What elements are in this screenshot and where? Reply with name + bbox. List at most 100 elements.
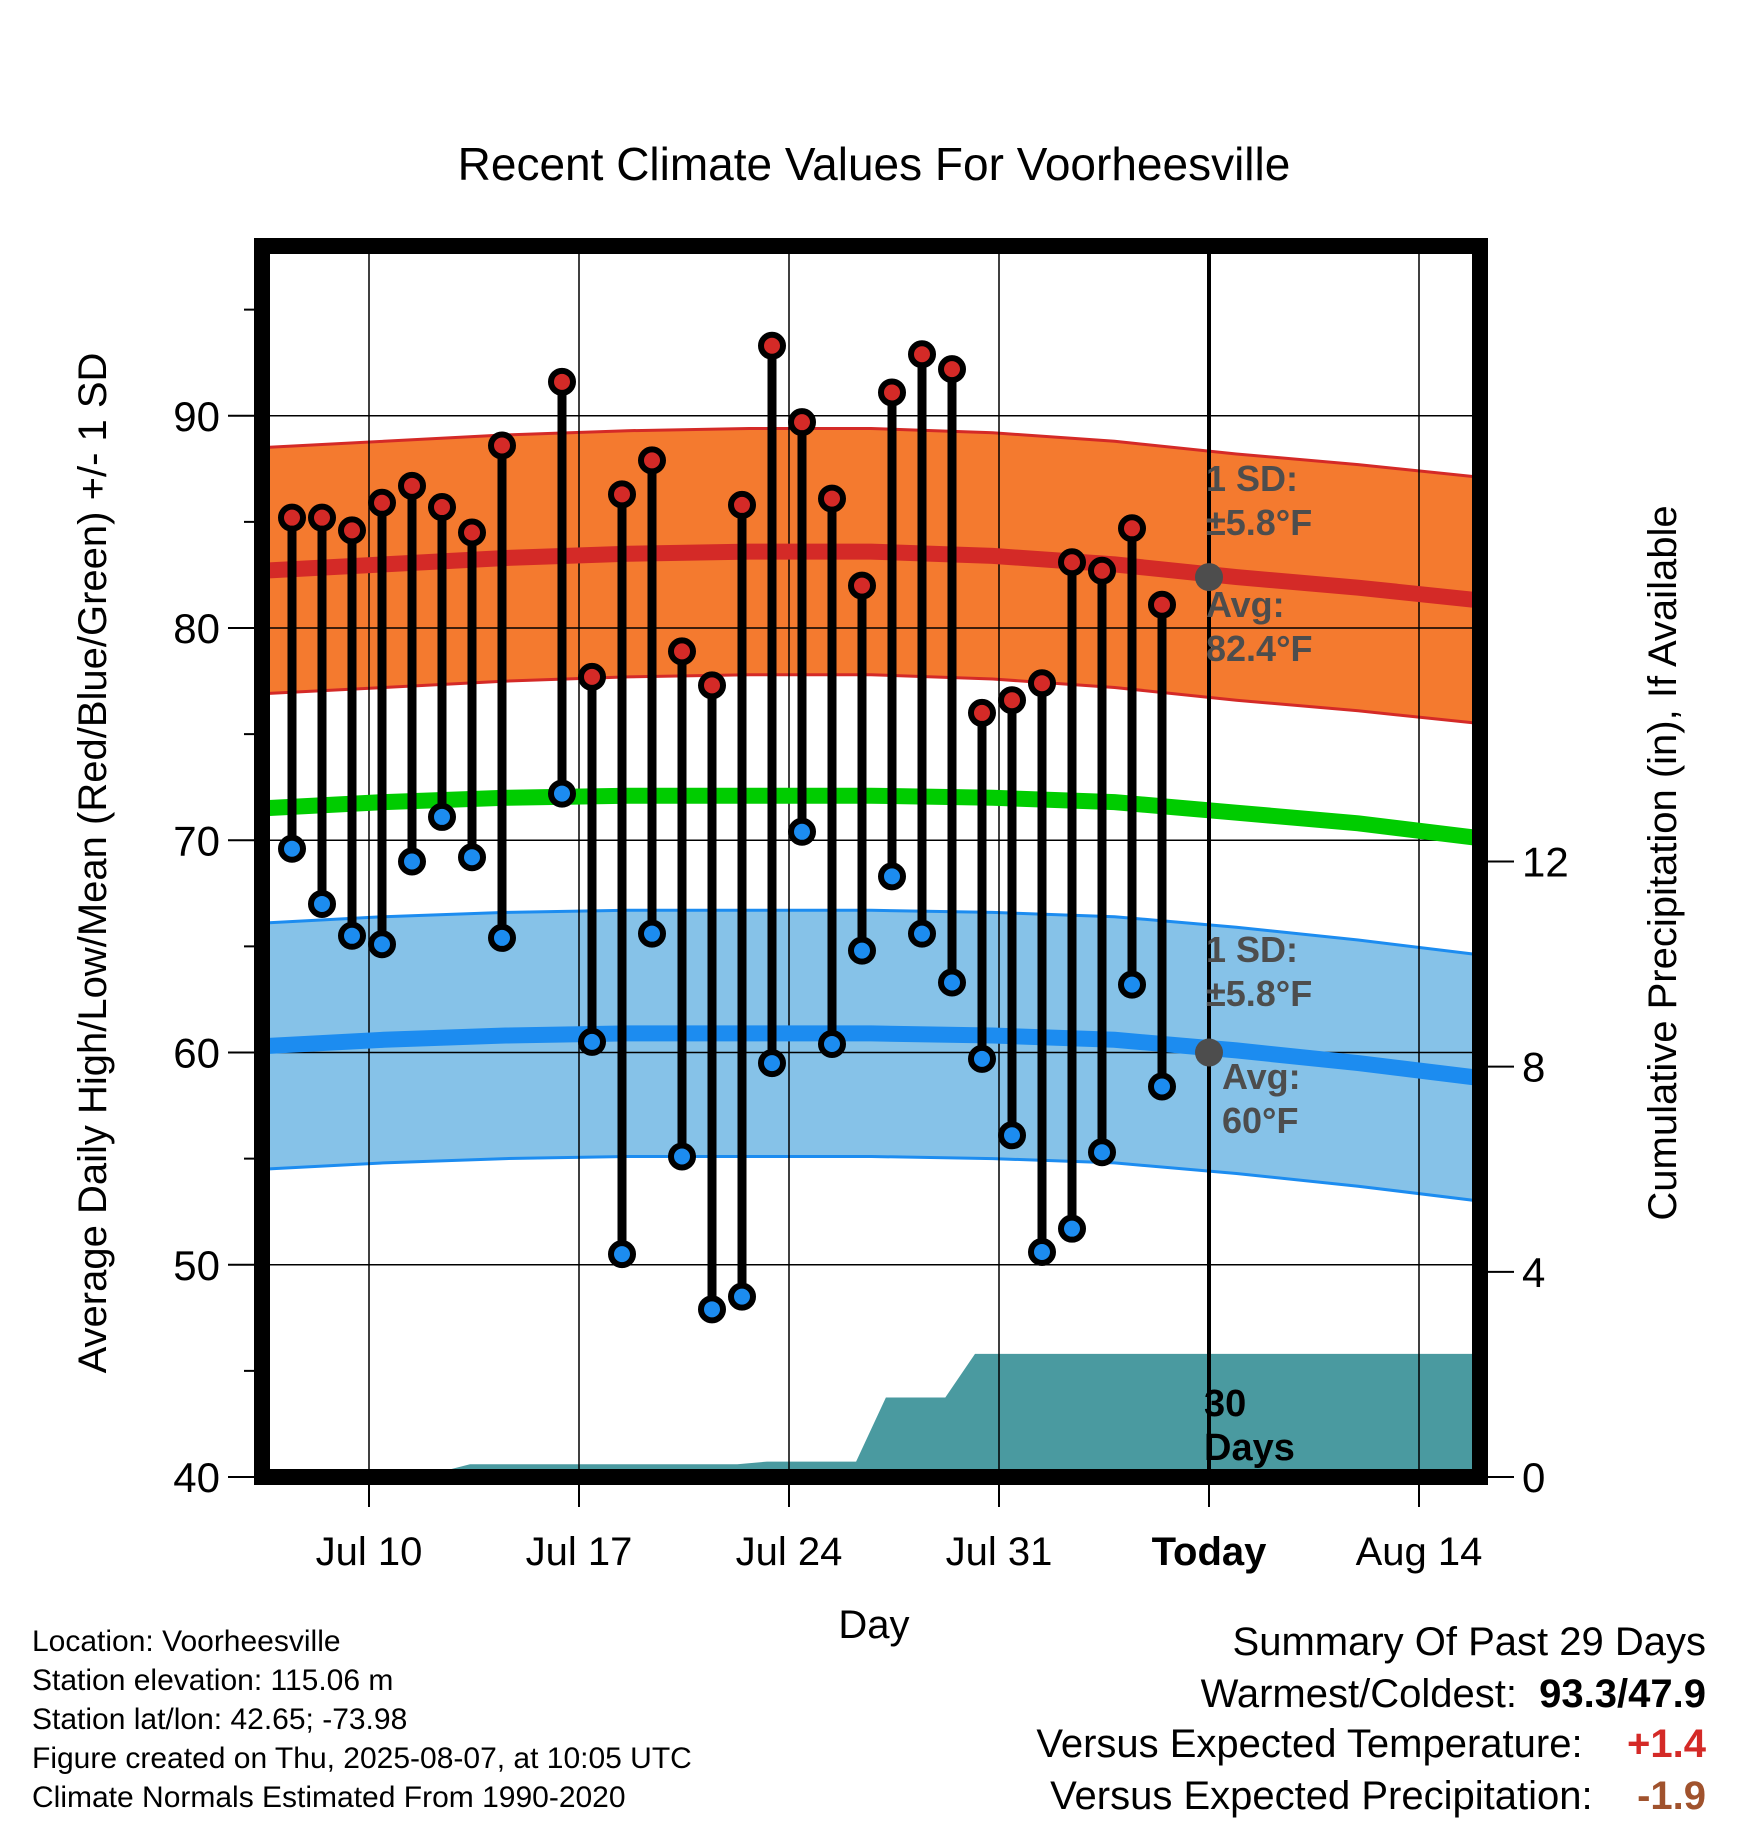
obs-low-dot [878,862,906,891]
obs-high-dot [968,698,996,727]
summary-temp-label: Versus Expected Temperature: [1036,1722,1583,1766]
obs-low-dot [1118,970,1146,999]
x-tick-label: Jul 10 [316,1530,423,1574]
obs-low-dot [308,889,336,918]
y-tick-label: 40 [173,1454,220,1501]
low-avg-value: 60°F [1222,1100,1298,1141]
obs-high-dot [638,446,666,475]
high-sd-lower [261,673,1481,725]
obs-high-dot [848,571,876,600]
summary-warmest: Warmest/Coldest: 93.3/47.9 [1201,1672,1706,1717]
y-tick-label: 90 [173,393,220,440]
high-sd-label: 1 SD: [1206,458,1298,499]
chart-title: Recent Climate Values For Voorheesville [458,138,1291,190]
axes: 40 50 60 70 80 90 0 4 8 12 Jul 10 Jul 17 Jul 24 Jul 3… [173,238,1569,1574]
obs-high-dot [788,408,816,437]
obs-low-dot [338,921,366,950]
obs-low-dot [1148,1072,1176,1101]
obs-low-dot [458,843,486,872]
obs-high-dot [878,378,906,407]
x-tick-label: Aug 14 [1356,1530,1483,1574]
obs-high-dot [338,516,366,545]
obs-low-dot [428,802,456,831]
y2-axis-label: Cumulative Precipitation (in), If Availa… [1641,505,1685,1220]
normal-low-line [261,1025,1481,1086]
summary-temp-value: +1.4 [1627,1722,1706,1766]
obs-high-dot [1118,514,1146,543]
low-avg-label: Avg: [1222,1056,1301,1097]
normal-high-line [261,543,1481,609]
obs-low-dot [278,834,306,863]
y-tick-label: 50 [173,1242,220,1289]
summary-precipitation: Versus Expected Precipitation: -1.9 [1050,1774,1706,1819]
y2-tick-label: 8 [1522,1044,1545,1091]
summary-warmest-value: 93.3/47.9 [1539,1672,1706,1716]
y-tick-label: 80 [173,605,220,652]
y2-tick-label: 0 [1522,1454,1545,1501]
obs-high-dot [938,355,966,384]
obs-low-dot [548,779,576,808]
obs-low-dot [848,936,876,965]
y2-tick-label: 12 [1522,839,1569,886]
obs-low-dot [488,923,516,952]
obs-high-dot [758,331,786,360]
low-sd-lower [261,1155,1481,1203]
obs-high-dot [428,493,456,522]
precip-window-label-line1: 30 [1204,1383,1246,1425]
obs-high-dot [1028,669,1056,698]
normal-lines [261,246,1481,1477]
low-sd-label: 1 SD: [1206,929,1298,970]
obs-high-dot [398,471,426,500]
observations [278,331,1176,1324]
low-sd-value: ±5.8°F [1206,973,1312,1014]
summary-warmest-label: Warmest/Coldest: [1200,1672,1517,1716]
footer-latlon: Station lat/lon: 42.65; -73.98 [32,1703,408,1736]
obs-low-dot [938,968,966,997]
obs-high-dot [1058,548,1086,577]
obs-high-dot [818,484,846,513]
x-axis-label: Day [838,1603,909,1647]
obs-high-dot [668,637,696,666]
summary-title: Summary Of Past 29 Days [1232,1620,1706,1664]
precip-cumulative-area [262,1353,1480,1477]
obs-high-dot [608,480,636,509]
high-avg-label: Avg: [1206,584,1285,625]
obs-low-dot [908,919,936,948]
obs-high-dot [1148,590,1176,619]
obs-high-dot [278,503,306,532]
obs-low-dot [1058,1214,1086,1243]
obs-low-dot [728,1282,756,1311]
summary-precip-value: -1.9 [1637,1774,1706,1818]
footer-elevation: Station elevation: 115.06 m [32,1664,394,1697]
obs-low-dot [788,817,816,846]
obs-high-dot [908,340,936,369]
obs-low-dot [758,1049,786,1078]
obs-high-dot [308,503,336,532]
obs-low-dot [398,847,426,876]
today-low-normal-dot [1195,1038,1223,1067]
low-sd-upper [261,908,1481,957]
obs-high-dot [698,671,726,700]
x-tick-label: Jul 17 [526,1530,633,1574]
high-avg-value: 82.4°F [1206,628,1312,669]
obs-low-dot [668,1142,696,1171]
obs-low-dot [638,919,666,948]
y-tick-label: 70 [173,817,220,864]
obs-high-dot [488,431,516,460]
obs-high-dot [998,686,1026,715]
obs-low-dot [608,1240,636,1269]
obs-low-dot [968,1044,996,1073]
obs-low-dot [1028,1238,1056,1267]
obs-high-dot [578,662,606,691]
normal-mean-line [261,787,1481,847]
summary-precip-label: Versus Expected Precipitation: [1050,1774,1593,1818]
obs-low-dot [818,1030,846,1059]
today-high-normal-dot [1195,563,1223,592]
summary-temperature: Versus Expected Temperature: +1.4 [1036,1722,1706,1767]
obs-high-dot [548,367,576,396]
footer-created: Figure created on Thu, 2025-08-07, at 10… [32,1742,692,1775]
obs-low-dot [698,1295,726,1324]
footer-location: Location: Voorheesville [32,1625,341,1658]
